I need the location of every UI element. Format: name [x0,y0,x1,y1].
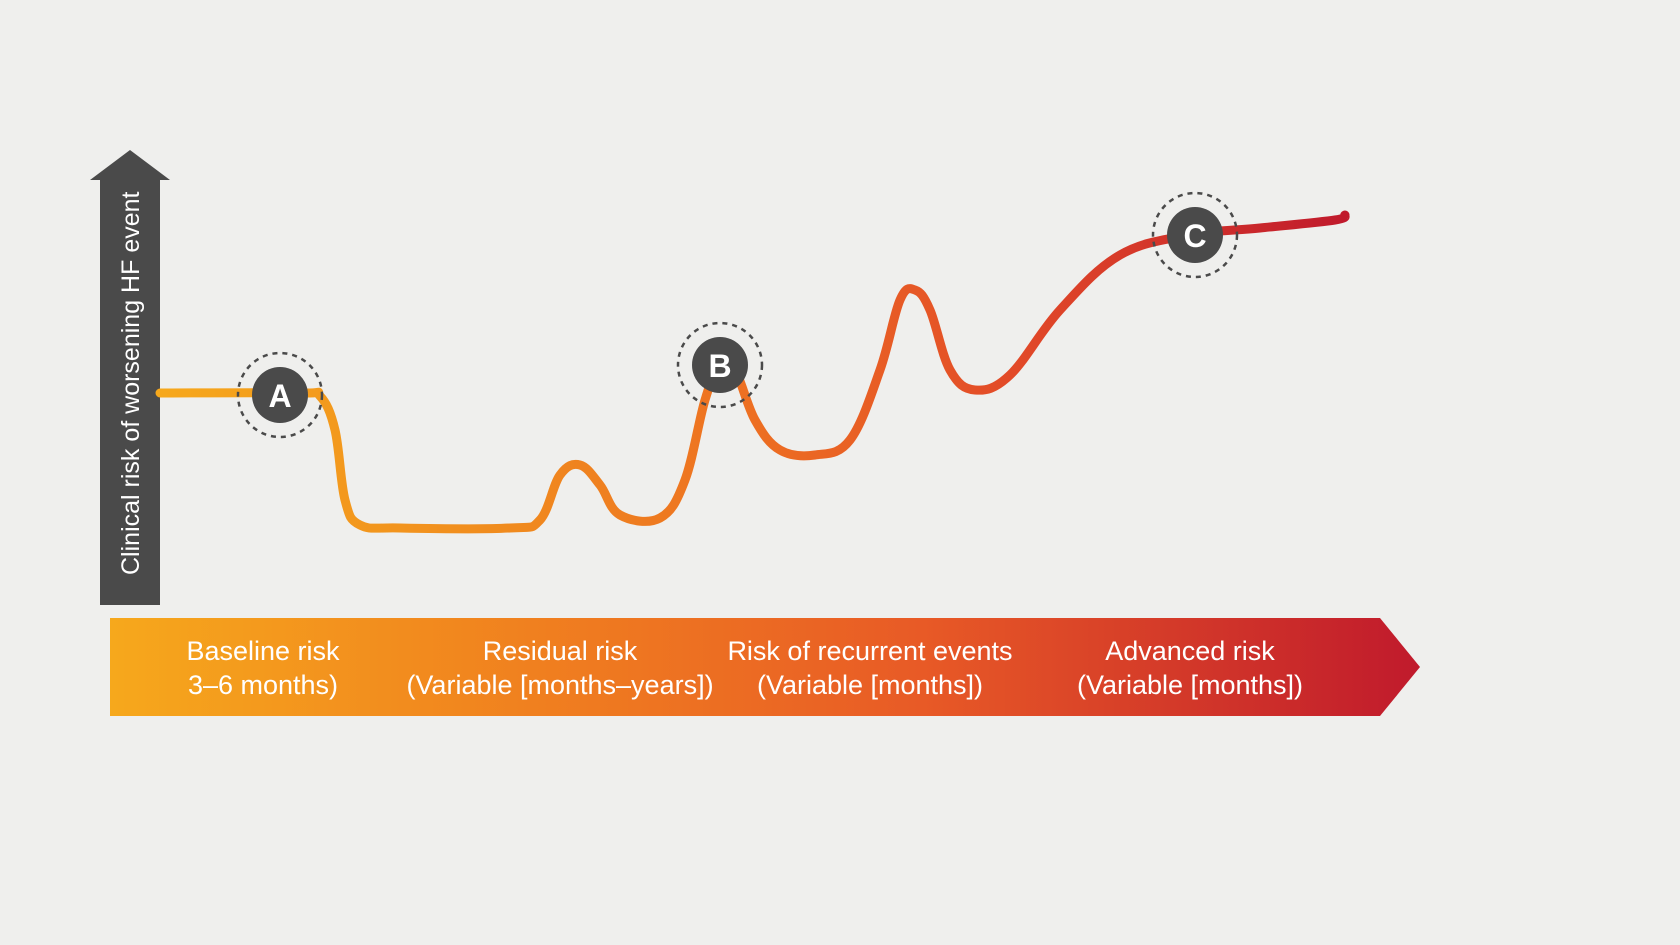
marker-C-letter: C [1183,218,1206,254]
phase-2-label-line1: Risk of recurrent events [727,636,1012,666]
marker-A-letter: A [268,378,291,414]
phase-0-label-line2: 3–6 months) [188,670,338,700]
phase-0-label-line1: Baseline risk [186,636,340,666]
phase-1-label-line2: (Variable [months–years]) [406,670,713,700]
marker-B-letter: B [708,348,731,384]
marker-B: B [678,323,762,407]
phase-2-label-line2: (Variable [months]) [757,670,983,700]
phase-3-label-line2: (Variable [months]) [1077,670,1303,700]
risk-trajectory-chart: Clinical risk of worsening HF event Basel… [0,0,1680,945]
x-axis-arrow [110,618,1420,716]
phase-3-label-line1: Advanced risk [1105,636,1275,666]
y-axis-label: Clinical risk of worsening HF event [117,191,145,575]
phase-1-label-line1: Residual risk [483,636,638,666]
risk-curve [160,215,1345,529]
